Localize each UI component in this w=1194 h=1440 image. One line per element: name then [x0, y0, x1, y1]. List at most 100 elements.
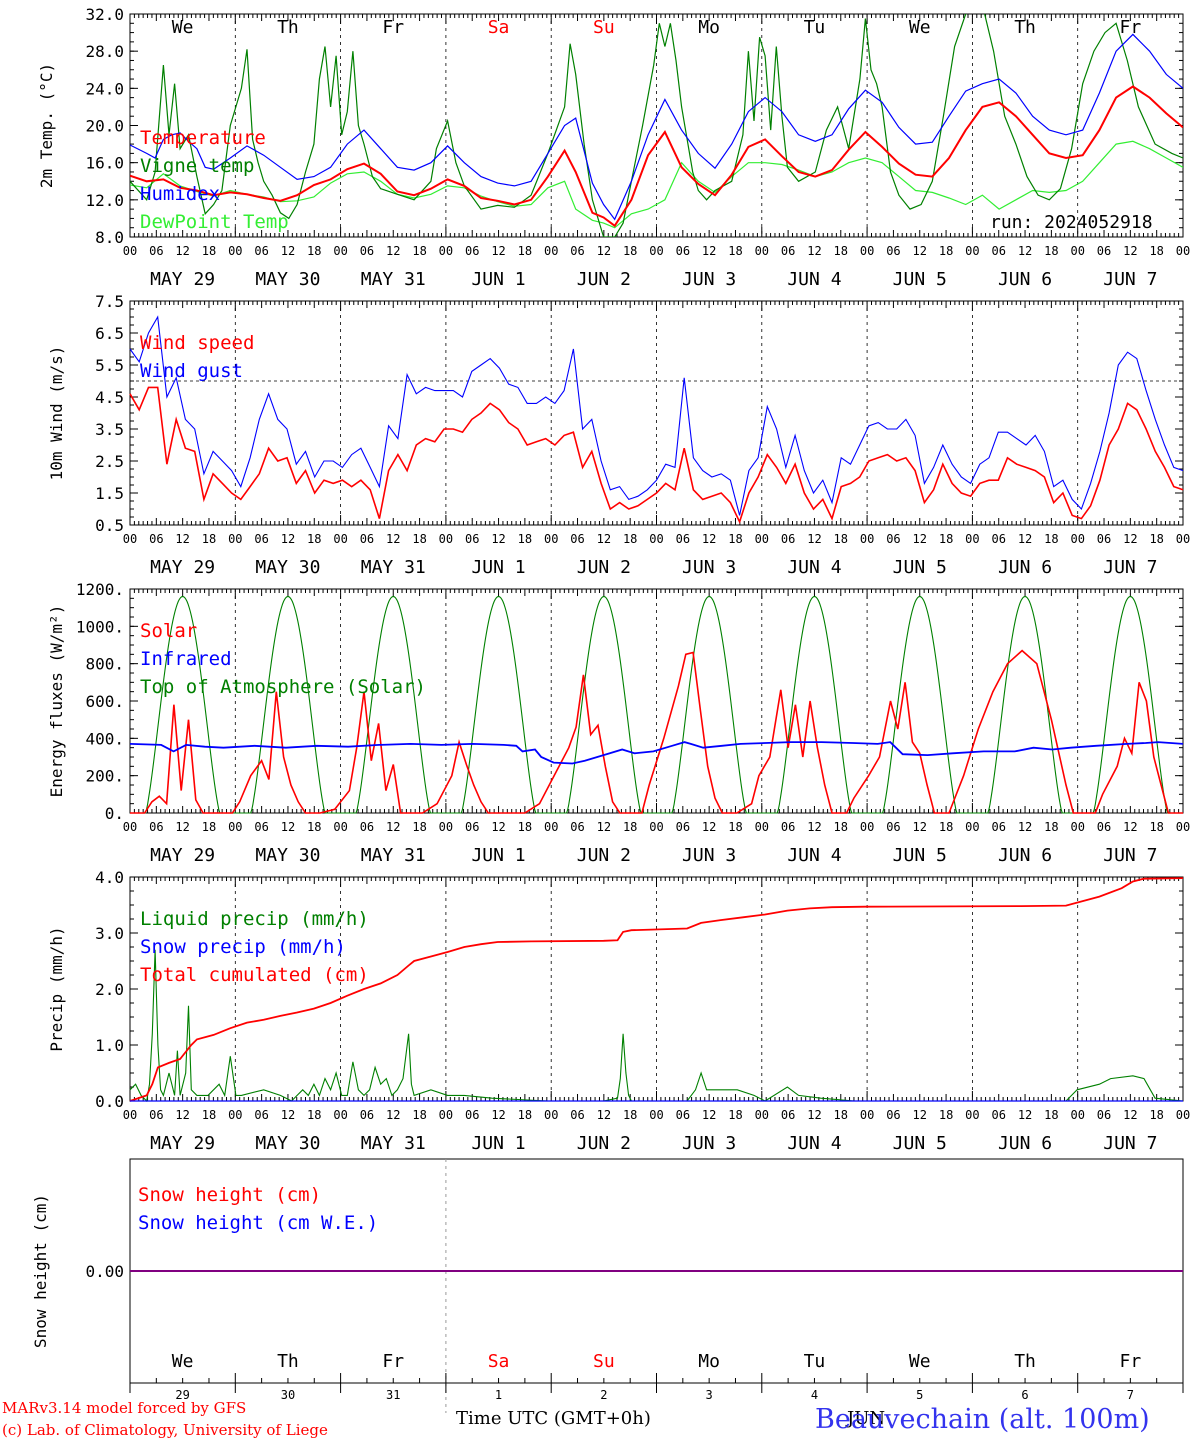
- hour-tick-label: 06: [781, 532, 795, 546]
- y-tick-label: 2.5: [95, 452, 124, 471]
- hour-tick-label: 12: [702, 820, 716, 834]
- day-number-label: 4: [811, 1388, 818, 1402]
- hour-tick-label: 12: [175, 1108, 189, 1122]
- hour-tick-label: 06: [254, 244, 268, 258]
- legend-humidex-label: Humidex: [140, 183, 220, 205]
- y-axis-title: 2m Temp. (°C): [37, 63, 56, 188]
- hour-tick-label: 18: [1044, 532, 1058, 546]
- hour-tick-label: 12: [1018, 1108, 1032, 1122]
- hour-tick-label: 12: [175, 244, 189, 258]
- weekday-label: Fr: [382, 17, 404, 38]
- hour-tick-label: 00: [860, 1108, 874, 1122]
- hour-tick-label: 12: [702, 532, 716, 546]
- day-number-label: 3: [706, 1388, 713, 1402]
- date-label: MAY 29: [150, 1133, 215, 1154]
- hour-tick-label: 18: [518, 1108, 532, 1122]
- y-tick-label: 600.: [85, 692, 124, 711]
- hour-tick-label: 00: [333, 820, 347, 834]
- hour-tick-label: 06: [676, 244, 690, 258]
- hour-tick-label: 00: [1176, 244, 1190, 258]
- hour-tick-label: 18: [728, 820, 742, 834]
- hour-tick-label: 12: [913, 820, 927, 834]
- date-label: JUN 5: [893, 269, 947, 290]
- weekday-label: Fr: [1120, 1351, 1142, 1372]
- hour-tick-label: 12: [702, 1108, 716, 1122]
- day-number-label: 30: [281, 1388, 295, 1402]
- y-tick-label: 3.0: [95, 924, 124, 943]
- hour-tick-label: 06: [465, 244, 479, 258]
- hour-tick-label: 00: [965, 244, 979, 258]
- series-line-total-cumulated-cm-: [129, 877, 1184, 1102]
- hour-tick-label: 18: [518, 532, 532, 546]
- y-tick-label: 4.0: [95, 868, 124, 887]
- weekday-label: Th: [277, 17, 299, 38]
- hour-tick-label: 00: [228, 820, 242, 834]
- date-label: JUN 4: [787, 269, 841, 290]
- series-line-vigne-temp: [130, 14, 1183, 237]
- y-tick-label: 800.: [85, 655, 124, 674]
- date-label: MAY 29: [150, 269, 215, 290]
- hour-tick-label: 18: [1044, 820, 1058, 834]
- hour-tick-label: 12: [175, 532, 189, 546]
- hour-tick-label: 00: [1070, 532, 1084, 546]
- date-label: MAY 31: [361, 557, 426, 578]
- hour-tick-label: 00: [1176, 820, 1190, 834]
- legend-total-label: Total cumulated (cm): [140, 964, 369, 986]
- weekday-label: Fr: [382, 1351, 404, 1372]
- date-label: MAY 29: [150, 557, 215, 578]
- date-label: JUN 1: [471, 1133, 525, 1154]
- hour-tick-label: 12: [1123, 532, 1137, 546]
- hour-tick-label: 18: [202, 1108, 216, 1122]
- weekday-label: Th: [1014, 17, 1036, 38]
- date-label: MAY 29: [150, 845, 215, 866]
- hour-tick-label: 06: [781, 820, 795, 834]
- hour-tick-label: 00: [123, 820, 137, 834]
- panel-snow: 0.00 Snow height (cm) We 29 Th 30 Fr 31 Sa 1 Su 2 Mo…: [31, 1158, 1184, 1413]
- legend-precip: Liquid precip (mm/h) Snow precip (mm/h) …: [140, 908, 369, 986]
- hour-tick-label: 12: [1123, 244, 1137, 258]
- date-label: JUN 5: [893, 845, 947, 866]
- day-number-label: 7: [1127, 1388, 1134, 1402]
- month-label: JUN: [845, 1408, 885, 1429]
- date-label: JUN 2: [577, 1133, 631, 1154]
- hour-tick-label: 06: [149, 820, 163, 834]
- series-line-temperature: [130, 85, 1183, 228]
- hour-tick-label: 12: [281, 820, 295, 834]
- hour-tick-label: 12: [1123, 820, 1137, 834]
- hour-tick-label: 00: [1070, 1108, 1084, 1122]
- series-line-wind-speed: [129, 386, 1184, 524]
- hour-tick-label: 00: [439, 1108, 453, 1122]
- hour-tick-label: 06: [465, 820, 479, 834]
- hour-tick-label: 00: [439, 532, 453, 546]
- legend-temperature: Temperature Vigne temp Humidex DewPoint …: [140, 127, 1153, 233]
- hour-tick-label: 00: [649, 532, 663, 546]
- hour-tick-label: 18: [307, 244, 321, 258]
- hour-tick-label: 00: [649, 1108, 663, 1122]
- weekday-label: We: [909, 1351, 931, 1372]
- weekday-label: Tu: [804, 1351, 826, 1372]
- hour-tick-label: 18: [834, 820, 848, 834]
- date-label: JUN 4: [787, 1133, 841, 1154]
- hour-tick-label: 06: [1097, 1108, 1111, 1122]
- date-label: JUN 3: [682, 845, 736, 866]
- hour-tick-label: 00: [755, 244, 769, 258]
- hour-tick-label: 00: [333, 244, 347, 258]
- day-number-label: 5: [916, 1388, 923, 1402]
- series-line-top-of-atmosphere: [130, 595, 1183, 814]
- date-label: JUN 5: [893, 1133, 947, 1154]
- hour-tick-label: 18: [307, 1108, 321, 1122]
- hour-tick-label: 12: [597, 244, 611, 258]
- date-label: MAY 31: [361, 1133, 426, 1154]
- legend-wind-speed-label: Wind speed: [140, 332, 254, 354]
- hour-tick-label: 12: [597, 820, 611, 834]
- series-line-dewpoint-temp: [130, 140, 1183, 229]
- date-label: JUN 6: [998, 845, 1052, 866]
- y-tick-label: 1000.: [76, 617, 124, 636]
- date-label: JUN 1: [471, 269, 525, 290]
- series-line-liquid-precip-mm-h-: [129, 949, 1184, 1103]
- hour-tick-label: 12: [281, 1108, 295, 1122]
- hour-tick-label: 06: [254, 1108, 268, 1122]
- y-tick-label: 32.0: [85, 5, 124, 24]
- hour-tick-label: 18: [834, 1108, 848, 1122]
